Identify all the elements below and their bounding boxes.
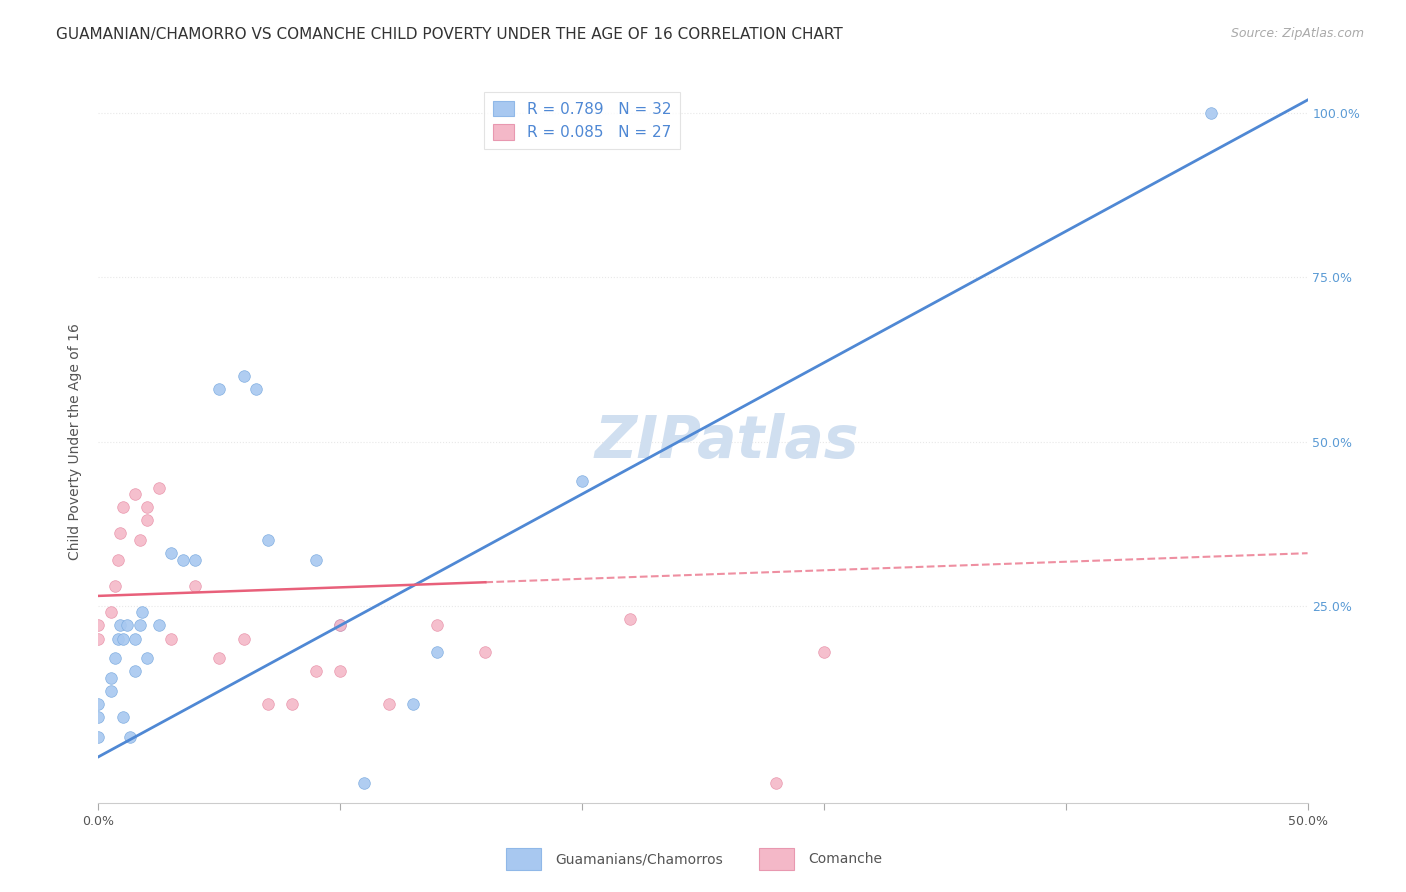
- Point: [111, 710, 134, 724]
- Text: Source: ZipAtlas.com: Source: ZipAtlas.com: [1230, 27, 1364, 40]
- Point: [117, 618, 139, 632]
- Point: [87, 698, 110, 712]
- Point: [131, 605, 153, 619]
- Point: [104, 651, 127, 665]
- Point: [87, 632, 110, 646]
- Point: [124, 632, 146, 646]
- Y-axis label: Child Poverty Under the Age of 16: Child Poverty Under the Age of 16: [69, 323, 83, 560]
- Point: [148, 618, 170, 632]
- Point: [118, 730, 141, 744]
- Point: [128, 618, 150, 632]
- Legend: R = 0.789   N = 32, R = 0.085   N = 27: R = 0.789 N = 32, R = 0.085 N = 27: [484, 92, 681, 150]
- Point: [100, 671, 122, 685]
- Point: [160, 546, 183, 560]
- Point: [232, 632, 254, 646]
- Point: [100, 684, 122, 698]
- Point: [281, 698, 304, 712]
- Point: [474, 645, 496, 659]
- Point: [426, 645, 449, 659]
- Point: [329, 618, 352, 632]
- Point: [377, 698, 399, 712]
- Point: [135, 513, 157, 527]
- Point: [104, 579, 127, 593]
- Point: [111, 500, 134, 515]
- Point: [160, 632, 183, 646]
- Point: [108, 618, 131, 632]
- Point: [402, 698, 425, 712]
- Bar: [506, 848, 541, 871]
- Point: [571, 474, 593, 488]
- Point: [232, 368, 254, 383]
- Point: [208, 651, 231, 665]
- Point: [108, 526, 131, 541]
- Point: [148, 481, 170, 495]
- Point: [128, 533, 150, 547]
- Point: [256, 698, 278, 712]
- Text: Comanche: Comanche: [808, 852, 883, 866]
- Point: [135, 500, 157, 515]
- Point: [329, 618, 352, 632]
- Point: [100, 605, 122, 619]
- Point: [184, 553, 207, 567]
- Point: [245, 382, 267, 396]
- Point: [124, 487, 146, 501]
- Point: [353, 776, 375, 790]
- Text: ZIPatlas: ZIPatlas: [595, 413, 859, 470]
- Point: [107, 553, 129, 567]
- Point: [87, 730, 110, 744]
- Point: [87, 710, 110, 724]
- Text: Guamanians/Chamorros: Guamanians/Chamorros: [555, 852, 723, 866]
- Point: [813, 645, 835, 659]
- Point: [305, 553, 328, 567]
- Point: [87, 618, 110, 632]
- Bar: [759, 848, 794, 871]
- Point: [107, 632, 129, 646]
- Point: [208, 382, 231, 396]
- Point: [256, 533, 278, 547]
- Point: [172, 553, 194, 567]
- Point: [426, 618, 449, 632]
- Point: [124, 665, 146, 679]
- Point: [305, 665, 328, 679]
- Point: [135, 651, 157, 665]
- Point: [1199, 106, 1222, 120]
- Point: [329, 665, 352, 679]
- Point: [619, 612, 641, 626]
- Point: [111, 632, 134, 646]
- Point: [765, 776, 787, 790]
- Point: [184, 579, 207, 593]
- Text: GUAMANIAN/CHAMORRO VS COMANCHE CHILD POVERTY UNDER THE AGE OF 16 CORRELATION CHA: GUAMANIAN/CHAMORRO VS COMANCHE CHILD POV…: [56, 27, 844, 42]
